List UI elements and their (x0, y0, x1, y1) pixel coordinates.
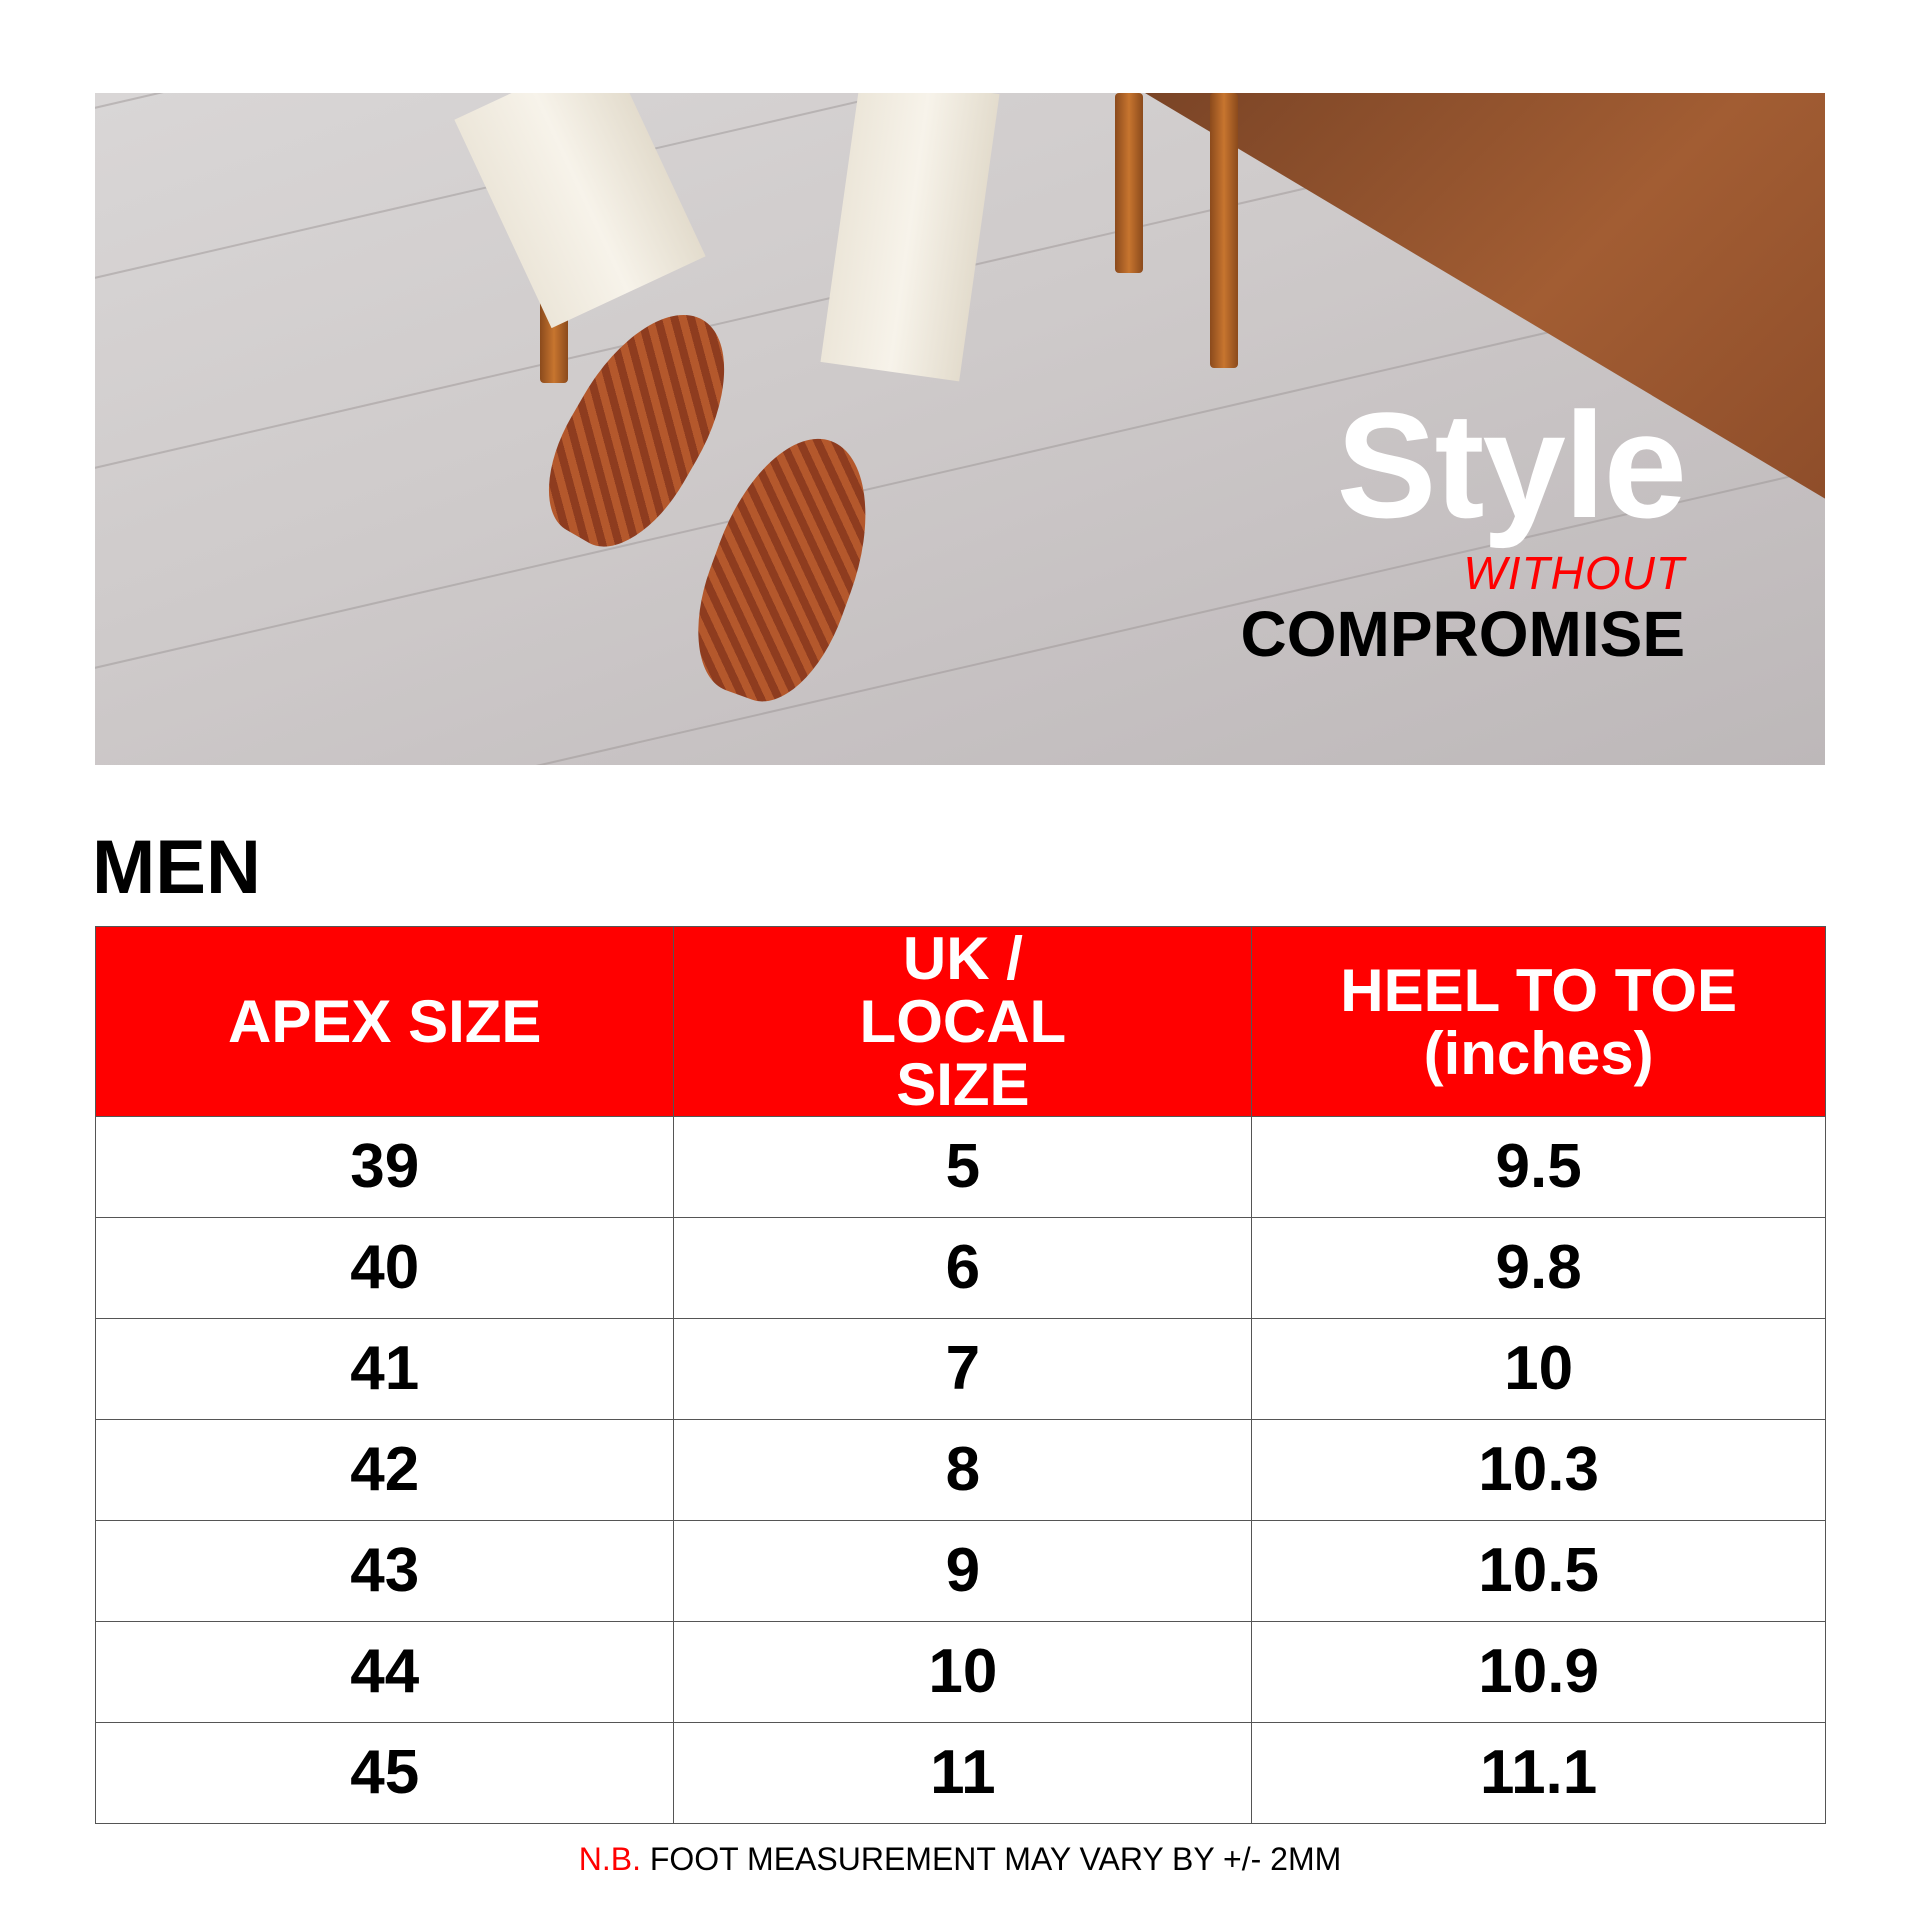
apex-size-cell: 44 (94, 1621, 675, 1723)
header-apex-size: APEX SIZE (94, 926, 675, 1117)
nb-label: N.B. (578, 1841, 641, 1877)
uk-size-cell: 8 (673, 1419, 1253, 1521)
table-row: 43 9 10.5 (94, 1520, 1826, 1622)
section-title: MEN (92, 825, 261, 910)
uk-size-cell: 11 (673, 1722, 1253, 1824)
heel-to-toe-cell: 10.9 (1251, 1621, 1826, 1723)
hero-tagline: Style WITHOUT COMPROMISE (1240, 381, 1687, 670)
heel-to-toe-cell: 10.5 (1251, 1520, 1826, 1622)
header-uk-size: UK / LOCAL SIZE (673, 926, 1253, 1117)
apex-size-cell: 39 (94, 1116, 675, 1218)
trouser-leg (820, 93, 1000, 382)
size-chart-table: APEX SIZE UK / LOCAL SIZE HEEL TO TOE (i… (94, 926, 1826, 1824)
uk-size-cell: 9 (673, 1520, 1253, 1622)
heel-to-toe-cell: 9.5 (1251, 1116, 1826, 1218)
chair-leg (1210, 93, 1238, 368)
heel-to-toe-cell: 11.1 (1251, 1722, 1826, 1824)
uk-size-cell: 6 (673, 1217, 1253, 1319)
headline: Style (1336, 381, 1687, 549)
table-row: 40 6 9.8 (94, 1217, 1826, 1319)
apex-size-cell: 45 (94, 1722, 675, 1824)
table-row: 45 11 11.1 (94, 1722, 1826, 1824)
apex-size-cell: 41 (94, 1318, 675, 1420)
trouser-leg (454, 93, 706, 329)
note-text: FOOT MEASUREMENT MAY VARY BY +/- 2MM (649, 1841, 1342, 1877)
table-row: 44 10 10.9 (94, 1621, 1826, 1723)
shoe (673, 417, 897, 719)
uk-size-cell: 7 (673, 1318, 1253, 1420)
hero-photo: Style WITHOUT COMPROMISE (95, 93, 1825, 765)
apex-size-cell: 42 (94, 1419, 675, 1521)
table-row: 41 7 10 (94, 1318, 1826, 1420)
table-row: 39 5 9.5 (94, 1116, 1826, 1218)
uk-size-cell: 5 (673, 1116, 1253, 1218)
heel-to-toe-cell: 10.3 (1251, 1419, 1826, 1521)
uk-size-cell: 10 (673, 1621, 1253, 1723)
subline: WITHOUT (1463, 547, 1685, 599)
chair-leg (1115, 93, 1143, 273)
apex-size-cell: 43 (94, 1520, 675, 1622)
table-row: 42 8 10.3 (94, 1419, 1826, 1521)
heel-to-toe-cell: 10 (1251, 1318, 1826, 1420)
table-header-row: APEX SIZE UK / LOCAL SIZE HEEL TO TOE (i… (94, 926, 1826, 1117)
tagline: COMPROMISE (1240, 597, 1685, 670)
header-heel-to-toe: HEEL TO TOE (inches) (1251, 926, 1826, 1117)
apex-size-cell: 40 (94, 1217, 675, 1319)
footer-note: N.B. FOOT MEASUREMENT MAY VARY BY +/- 2M… (0, 1840, 1920, 1878)
heel-to-toe-cell: 9.8 (1251, 1217, 1826, 1319)
